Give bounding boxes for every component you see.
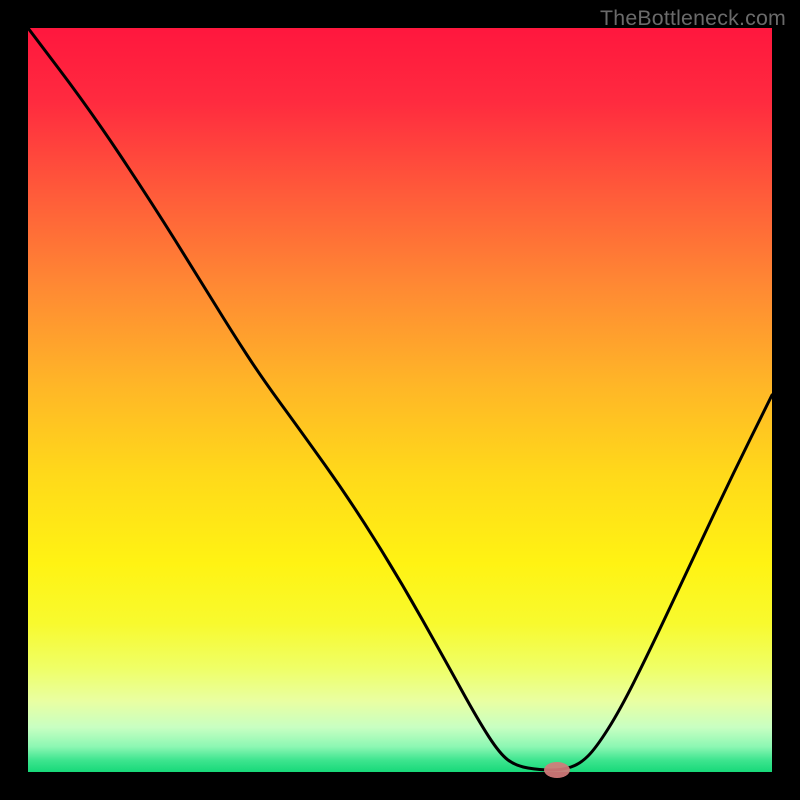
bottleneck-chart (0, 0, 800, 800)
chart-container: TheBottleneck.com (0, 0, 800, 800)
optimal-point-marker (544, 762, 570, 778)
watermark-text: TheBottleneck.com (600, 6, 786, 31)
chart-background-gradient (28, 28, 772, 772)
